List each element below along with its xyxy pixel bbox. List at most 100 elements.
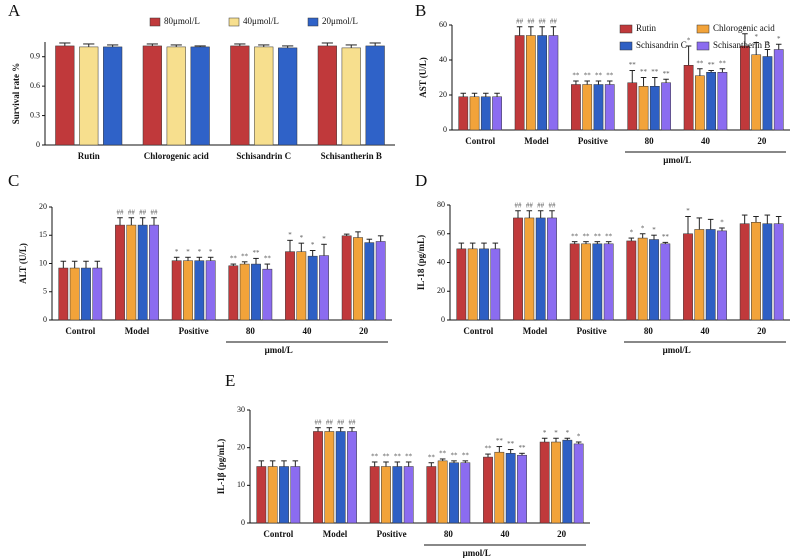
bar bbox=[403, 466, 414, 524]
bar bbox=[469, 96, 480, 131]
bar bbox=[171, 260, 182, 321]
significance-mark: * bbox=[543, 429, 547, 437]
bar bbox=[285, 251, 295, 321]
significance-mark: * bbox=[300, 234, 304, 242]
bar bbox=[762, 223, 773, 321]
bar bbox=[517, 454, 527, 524]
significance-mark: ## bbox=[337, 418, 345, 426]
bar bbox=[319, 255, 329, 321]
bar bbox=[694, 75, 705, 131]
significance-mark: * bbox=[554, 429, 558, 437]
bar bbox=[228, 265, 239, 321]
significance-mark: ** bbox=[485, 445, 493, 453]
bar bbox=[661, 82, 671, 131]
x-tick-label: 20 bbox=[757, 136, 767, 146]
x-tick-label: Chlorogenic acid bbox=[144, 151, 209, 161]
bar bbox=[317, 45, 337, 146]
legend-swatch bbox=[619, 41, 633, 51]
bar bbox=[375, 241, 386, 321]
significance-mark: ** bbox=[595, 72, 603, 80]
bar bbox=[740, 45, 750, 131]
panel-label: B bbox=[415, 1, 426, 20]
bar bbox=[513, 217, 523, 321]
significance-mark: * bbox=[754, 33, 758, 41]
bar bbox=[103, 46, 123, 146]
y-tick-label: 80 bbox=[437, 200, 445, 209]
bar bbox=[251, 263, 261, 321]
bar bbox=[626, 240, 637, 321]
significance-mark: ** bbox=[383, 453, 391, 461]
bar bbox=[58, 267, 69, 321]
significance-mark: ** bbox=[594, 232, 602, 240]
bar bbox=[324, 431, 335, 524]
bar bbox=[535, 217, 546, 321]
significance-mark: ** bbox=[519, 444, 527, 452]
y-tick-label: 40 bbox=[437, 257, 445, 266]
bar bbox=[581, 243, 591, 321]
x-tick-label: Control bbox=[263, 529, 293, 539]
y-tick-label: 0 bbox=[36, 140, 40, 149]
bar bbox=[739, 223, 750, 321]
bar bbox=[569, 243, 580, 321]
x-tick-label: Control bbox=[463, 326, 493, 336]
bar bbox=[479, 248, 489, 321]
bar bbox=[335, 431, 346, 524]
legend-label: Rutin bbox=[636, 23, 657, 33]
significance-mark: ## bbox=[526, 201, 534, 209]
significance-mark: ** bbox=[662, 233, 670, 241]
y-tick-label: 20 bbox=[39, 202, 47, 211]
bar bbox=[262, 268, 273, 321]
bar bbox=[524, 217, 535, 321]
significance-mark: * bbox=[641, 224, 645, 232]
x-tick-label: Control bbox=[465, 136, 495, 146]
y-axis-title: AST (U/L) bbox=[418, 57, 428, 98]
y-tick-label: 20 bbox=[437, 286, 445, 295]
significance-mark: * bbox=[686, 207, 690, 215]
bar bbox=[467, 248, 478, 321]
significance-mark: ** bbox=[651, 68, 659, 76]
y-tick-label: 0 bbox=[241, 518, 245, 527]
significance-mark: ** bbox=[496, 437, 504, 445]
bar bbox=[230, 45, 250, 146]
legend-label: Chlorogenic acid bbox=[713, 23, 775, 33]
bar bbox=[456, 248, 467, 321]
bar bbox=[137, 224, 148, 321]
significance-mark: ** bbox=[439, 450, 447, 458]
significance-mark: * bbox=[743, 24, 747, 32]
significance-mark: ## bbox=[550, 17, 558, 25]
significance-mark: ## bbox=[539, 17, 547, 25]
bar bbox=[717, 72, 728, 131]
bar bbox=[505, 453, 516, 524]
x-tick-label: Positive bbox=[377, 529, 407, 539]
bar bbox=[290, 466, 301, 524]
y-tick-label: 0.6 bbox=[30, 81, 40, 90]
significance-mark: ** bbox=[394, 453, 402, 461]
y-tick-label: 60 bbox=[437, 229, 445, 238]
bar bbox=[79, 46, 99, 146]
significance-mark: ** bbox=[230, 255, 238, 263]
bar bbox=[392, 466, 403, 524]
bar bbox=[683, 65, 694, 131]
bar bbox=[705, 229, 716, 321]
x-tick-label: 80 bbox=[246, 326, 256, 336]
bar bbox=[483, 456, 493, 524]
significance-mark: * bbox=[630, 229, 634, 237]
bar bbox=[81, 267, 91, 321]
bar bbox=[347, 431, 357, 524]
significance-mark: * bbox=[577, 433, 581, 441]
significance-mark: ** bbox=[583, 232, 591, 240]
panel-label: A bbox=[8, 1, 21, 20]
x-tick-label: 40 bbox=[501, 529, 511, 539]
bar bbox=[582, 84, 593, 131]
significance-mark: ** bbox=[719, 59, 727, 67]
significance-mark: ** bbox=[571, 232, 579, 240]
legend-swatch bbox=[619, 24, 633, 34]
significance-mark: ## bbox=[117, 208, 125, 216]
bar bbox=[313, 431, 323, 524]
bar bbox=[296, 251, 307, 321]
y-axis-title: IL-18 (pg/mL) bbox=[416, 235, 426, 290]
bar bbox=[460, 462, 471, 524]
y-tick-label: 60 bbox=[439, 20, 447, 29]
y-tick-label: 20 bbox=[439, 90, 447, 99]
bar bbox=[571, 84, 581, 131]
